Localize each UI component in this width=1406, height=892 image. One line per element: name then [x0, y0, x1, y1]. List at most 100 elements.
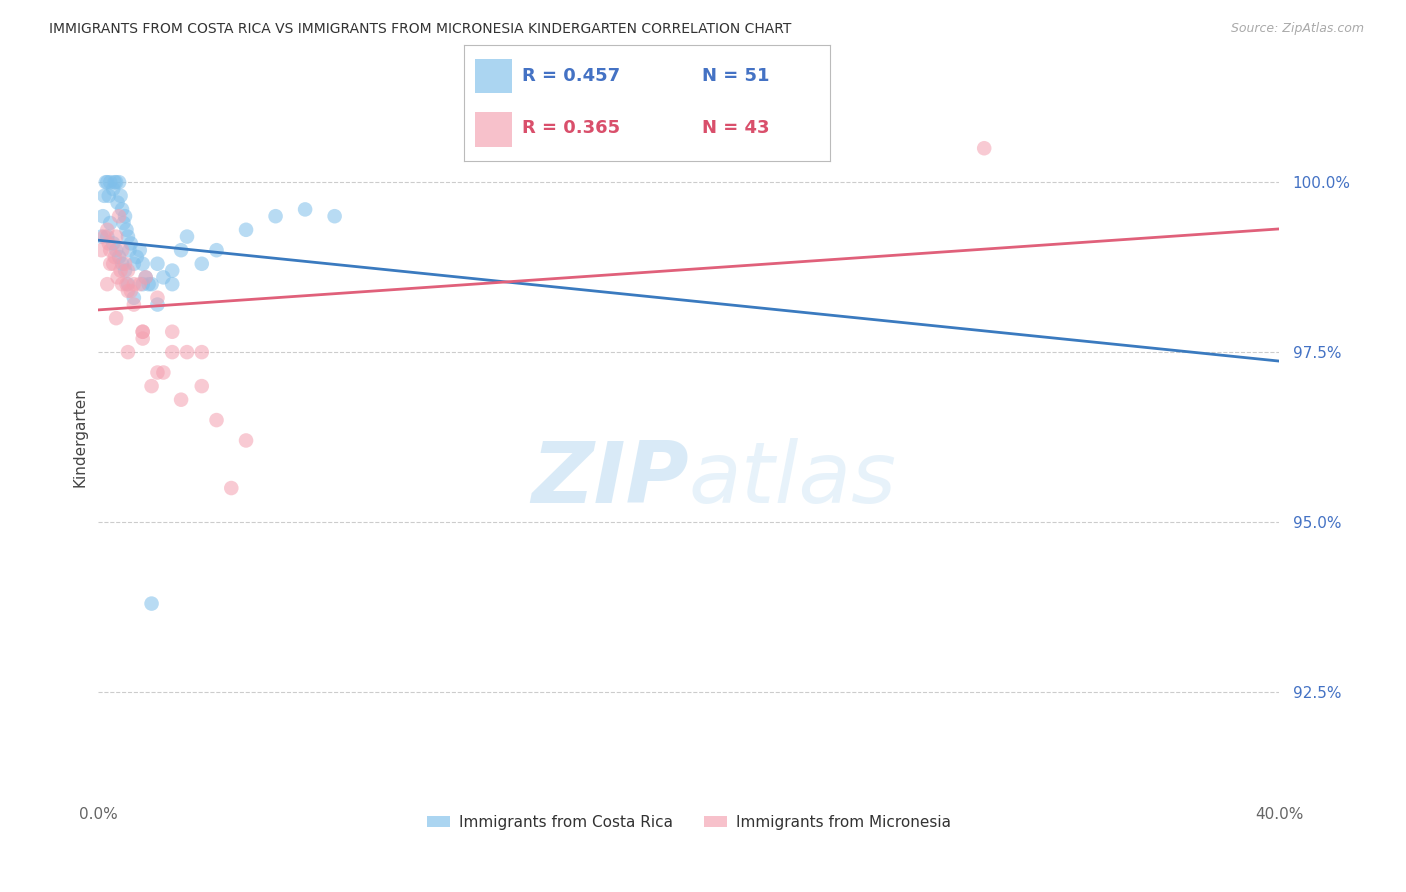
Point — [111, 277, 134, 292]
Point — [162, 263, 183, 277]
Text: N = 43: N = 43 — [702, 120, 769, 137]
Point — [117, 277, 139, 292]
Point — [117, 345, 139, 359]
Point — [132, 277, 155, 292]
Y-axis label: Kindergarten: Kindergarten — [72, 387, 87, 487]
Point — [111, 243, 134, 257]
Point — [103, 236, 125, 251]
Point — [235, 223, 257, 237]
Point — [107, 195, 129, 210]
Point — [111, 202, 134, 217]
Point — [90, 243, 112, 257]
Point — [191, 379, 214, 393]
Point — [973, 141, 995, 155]
Point — [152, 366, 174, 380]
Point — [205, 413, 228, 427]
Point — [162, 345, 183, 359]
Point — [108, 175, 131, 189]
Point — [146, 366, 169, 380]
Point — [146, 257, 169, 271]
Point — [176, 229, 198, 244]
Point — [108, 209, 131, 223]
Text: Source: ZipAtlas.com: Source: ZipAtlas.com — [1230, 22, 1364, 36]
Point — [125, 250, 148, 264]
Point — [112, 216, 135, 230]
Point — [176, 345, 198, 359]
Point — [107, 270, 129, 285]
Point — [132, 325, 155, 339]
Point — [138, 277, 160, 292]
Point — [111, 257, 134, 271]
Point — [114, 263, 136, 277]
Point — [122, 297, 145, 311]
Point — [105, 229, 128, 244]
Point — [132, 332, 155, 346]
Point — [93, 229, 115, 244]
Point — [294, 202, 316, 217]
Point — [118, 243, 141, 257]
Point — [170, 243, 193, 257]
Point — [235, 434, 257, 448]
Point — [141, 597, 163, 611]
Point — [135, 270, 157, 285]
Point — [162, 277, 183, 292]
Point — [141, 379, 163, 393]
Point — [122, 277, 145, 292]
Point — [122, 291, 145, 305]
Point — [110, 263, 132, 277]
Point — [115, 277, 138, 292]
Text: N = 51: N = 51 — [702, 67, 769, 85]
Point — [94, 175, 117, 189]
Point — [120, 284, 142, 298]
Point — [264, 209, 287, 223]
Point — [117, 263, 139, 277]
Point — [98, 175, 121, 189]
Point — [104, 250, 127, 264]
Point — [114, 209, 136, 223]
Point — [135, 270, 157, 285]
Point — [108, 250, 131, 264]
Point — [132, 257, 155, 271]
Point — [170, 392, 193, 407]
Point — [110, 189, 132, 203]
Point — [117, 229, 139, 244]
Point — [115, 223, 138, 237]
Point — [90, 229, 112, 244]
Point — [103, 182, 125, 196]
Point — [97, 189, 120, 203]
Text: ZIP: ZIP — [531, 438, 689, 522]
Point — [96, 223, 118, 237]
Point — [98, 216, 121, 230]
Point — [96, 175, 118, 189]
Point — [146, 297, 169, 311]
Bar — [475, 112, 512, 146]
Point — [105, 243, 128, 257]
Point — [120, 236, 142, 251]
Point — [96, 229, 118, 244]
Point — [141, 277, 163, 292]
Point — [96, 277, 118, 292]
Point — [98, 243, 121, 257]
Point — [128, 243, 150, 257]
Point — [191, 257, 214, 271]
Point — [114, 257, 136, 271]
Text: R = 0.365: R = 0.365 — [523, 120, 620, 137]
Text: IMMIGRANTS FROM COSTA RICA VS IMMIGRANTS FROM MICRONESIA KINDERGARTEN CORRELATIO: IMMIGRANTS FROM COSTA RICA VS IMMIGRANTS… — [49, 22, 792, 37]
Point — [104, 175, 127, 189]
Point — [98, 257, 121, 271]
Point — [152, 270, 174, 285]
Point — [162, 325, 183, 339]
Point — [146, 291, 169, 305]
Legend: Immigrants from Costa Rica, Immigrants from Micronesia: Immigrants from Costa Rica, Immigrants f… — [420, 809, 957, 836]
Point — [105, 311, 128, 326]
Point — [122, 257, 145, 271]
Text: R = 0.457: R = 0.457 — [523, 67, 620, 85]
Point — [132, 325, 155, 339]
Point — [117, 284, 139, 298]
Point — [91, 209, 114, 223]
Point — [323, 209, 346, 223]
Point — [221, 481, 243, 495]
Point — [97, 236, 120, 251]
Point — [128, 277, 150, 292]
Point — [191, 345, 214, 359]
